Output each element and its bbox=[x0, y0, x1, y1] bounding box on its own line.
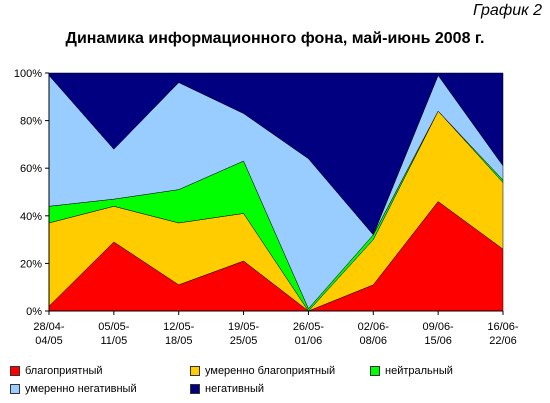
series-area-4 bbox=[48, 72, 504, 236]
x-tick-label-7: 16/06-22/06 bbox=[487, 321, 519, 347]
legend-item-2: нейтральный bbox=[370, 365, 453, 377]
x-tick-label-2: 12/05-18/05 bbox=[163, 321, 195, 347]
x-tick-label-4: 26/05-01/06 bbox=[293, 321, 325, 347]
legend-label-4: негативный bbox=[205, 383, 264, 395]
legend-item-4: негативный bbox=[190, 383, 264, 395]
y-tick-label-5: 100% bbox=[14, 68, 42, 80]
x-tick-label-0: 28/04-04/05 bbox=[33, 321, 65, 347]
corner-label: График 2 bbox=[473, 2, 542, 19]
legend-swatch-0 bbox=[10, 366, 20, 376]
legend-item-0: благоприятный bbox=[10, 365, 103, 377]
chart-title: Динамика информационного фона, май-июнь … bbox=[65, 30, 485, 47]
x-tick-label-3: 19/05-25/05 bbox=[228, 321, 260, 347]
x-tick-label-5: 02/06-08/06 bbox=[358, 321, 390, 347]
legend-label-1: умеренно благоприятный bbox=[205, 365, 336, 377]
y-tick-label-1: 20% bbox=[20, 258, 42, 270]
legend-label-2: нейтральный bbox=[385, 365, 453, 377]
legend-label-3: умеренно негативный bbox=[25, 383, 137, 395]
y-tick-label-4: 80% bbox=[20, 116, 42, 128]
y-tick-label-2: 40% bbox=[20, 211, 42, 223]
y-tick-label-0: 0% bbox=[26, 306, 42, 318]
legend-item-1: умеренно благоприятный bbox=[190, 365, 335, 377]
x-tick-label-1: 05/05-11/05 bbox=[98, 321, 130, 347]
legend-label-0: благоприятный bbox=[25, 365, 103, 377]
legend-swatch-4 bbox=[190, 384, 200, 394]
y-tick-label-3: 60% bbox=[20, 163, 42, 175]
legend-swatch-2 bbox=[370, 366, 380, 376]
legend-swatch-1 bbox=[190, 366, 200, 376]
legend-swatch-3 bbox=[10, 384, 20, 394]
legend-item-3: умеренно негативный bbox=[10, 383, 137, 395]
x-tick-label-6: 09/06-15/06 bbox=[423, 321, 455, 347]
